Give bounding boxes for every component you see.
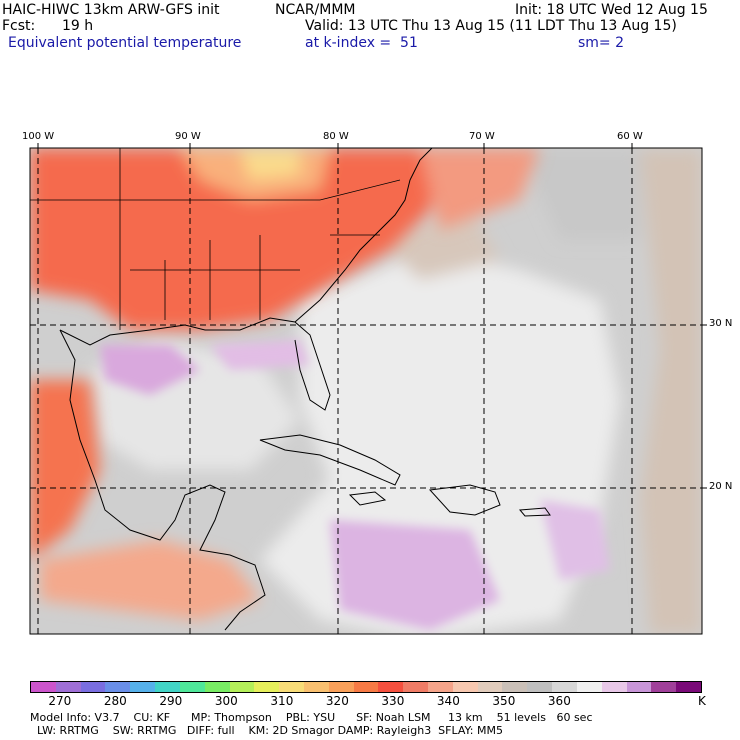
colorbar-swatch xyxy=(378,682,404,692)
colorbar-swatch xyxy=(155,682,180,692)
colorbar-swatch xyxy=(651,682,677,692)
coastlines xyxy=(59,148,551,631)
lon-label-80w: 80 W xyxy=(323,131,349,142)
colorbar-swatch xyxy=(279,682,304,692)
colorbar-swatch xyxy=(130,682,156,692)
lat-label-30n: 30 N xyxy=(709,318,733,329)
lat-lon-grid xyxy=(30,148,702,634)
colorbar-tick-label: 320 xyxy=(325,694,349,708)
colorbar-tick-label: 350 xyxy=(492,694,516,708)
colorbar-swatch xyxy=(229,682,255,692)
colorbar-swatch xyxy=(353,682,379,692)
model-info-line1: Model Info: V3.7 CU: KF MP: Thompson PBL… xyxy=(30,711,593,724)
lon-label-100w: 100 W xyxy=(22,131,55,142)
colorbar-swatch xyxy=(601,682,627,692)
map-frame xyxy=(29,147,703,635)
purple-areas xyxy=(100,340,610,630)
colorbar-swatch xyxy=(676,682,701,692)
model-title: HAIC-HIWC 13km ARW-GFS init xyxy=(2,2,220,18)
state-borders xyxy=(30,148,401,330)
forecast-hour: 19 h xyxy=(62,18,94,34)
colorbar-swatch xyxy=(254,682,280,692)
lat-label-20n: 20 N xyxy=(709,481,733,492)
colorbar-swatch xyxy=(31,682,56,692)
lon-label-60w: 60 W xyxy=(617,131,643,142)
valid-time: Valid: 13 UTC Thu 13 Aug 15 (11 LDT Thu … xyxy=(305,18,677,34)
field-name: Equivalent potential temperature xyxy=(8,35,242,51)
colorbar-swatch xyxy=(452,682,478,692)
org-label: NCAR/MMM xyxy=(275,2,356,18)
colorbar-swatch xyxy=(552,682,577,692)
colorbar-tick-label: 360 xyxy=(547,694,571,708)
colorbar-swatch xyxy=(403,682,428,692)
colorbar-swatch xyxy=(328,682,354,692)
colorbar-tick-label: 270 xyxy=(48,694,72,708)
frame-ticks xyxy=(37,143,707,489)
lon-label-90w: 90 W xyxy=(175,131,201,142)
colorbar-swatch xyxy=(80,682,106,692)
colorbar-tick-label: 310 xyxy=(270,694,294,708)
colorbar-swatch xyxy=(502,682,528,692)
colorbar-swatch xyxy=(527,682,553,692)
colorbar xyxy=(30,681,702,693)
forecast-label: Fcst: xyxy=(2,18,36,34)
colorbar-swatch xyxy=(105,682,131,692)
colorbar-tick-label: 290 xyxy=(159,694,183,708)
colorbar-tick-label: 330 xyxy=(381,694,405,708)
colorbar-swatch xyxy=(55,682,81,692)
colorbar-swatch xyxy=(576,682,602,692)
colorbar-tick-label: 280 xyxy=(103,694,127,708)
init-time: Init: 18 UTC Wed 12 Aug 15 xyxy=(515,2,708,18)
model-info-line2: LW: RRTMG SW: RRTMG DIFF: full KM: 2D Sm… xyxy=(30,724,503,737)
colorbar-tick-label: 340 xyxy=(436,694,460,708)
colorbar-swatch xyxy=(204,682,230,692)
smoothing-label: sm= 2 xyxy=(578,35,625,51)
colorbar-swatch xyxy=(179,682,205,692)
colorbar-swatch xyxy=(428,682,453,692)
colorbar-tick-label: 300 xyxy=(214,694,238,708)
colorbar-unit: K xyxy=(698,694,706,708)
colorbar-swatch xyxy=(477,682,503,692)
level-label: at k-index = 51 xyxy=(305,35,418,51)
colorbar-swatch xyxy=(626,682,652,692)
lon-label-70w: 70 W xyxy=(469,131,495,142)
colorbar-swatch xyxy=(303,682,329,692)
